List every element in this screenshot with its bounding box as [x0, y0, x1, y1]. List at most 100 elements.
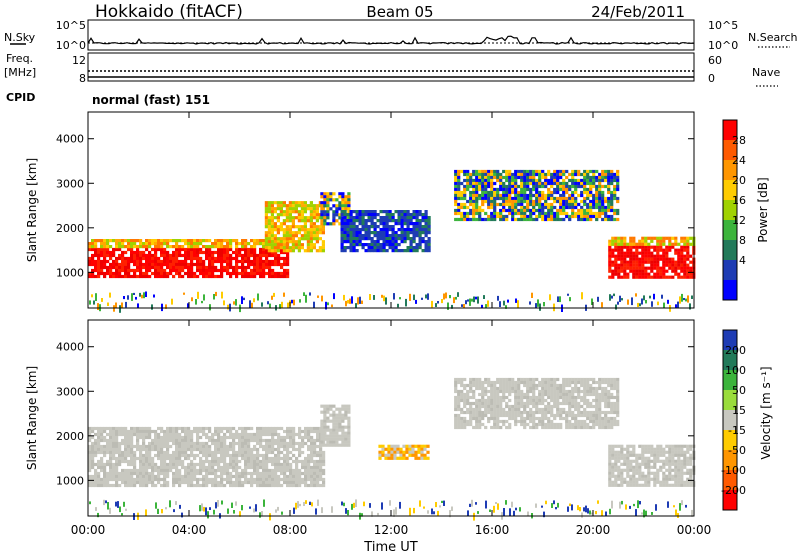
- heatmap-cell: [214, 453, 218, 458]
- heatmap-cell: [244, 247, 248, 252]
- heatmap-cell: [565, 377, 569, 382]
- heatmap-cell: [595, 184, 599, 189]
- heatmap-cell: [175, 242, 179, 246]
- heatmap-cell: [211, 250, 215, 255]
- heatmap-cell: [283, 256, 287, 261]
- heatmap-cell: [270, 234, 274, 238]
- heatmap-cell: [307, 435, 311, 440]
- heatmap-cell: [520, 380, 524, 385]
- heatmap-cell: [244, 453, 248, 458]
- heatmap-cell: [125, 301, 127, 308]
- heatmap-cell: [514, 392, 518, 397]
- heatmap-cell: [295, 483, 299, 488]
- heatmap-cell: [304, 456, 308, 461]
- heatmap-cell: [487, 389, 491, 394]
- heatmap-cell: [616, 413, 620, 418]
- heatmap-cell: [414, 450, 418, 454]
- heatmap-cell: [592, 389, 596, 394]
- heatmap-cell: [346, 237, 350, 241]
- heatmap-cell: [490, 184, 494, 189]
- heatmap-cell: [629, 242, 633, 246]
- heatmap-cell: [193, 441, 197, 446]
- heatmap-cell: [286, 465, 290, 470]
- heatmap-cell: [418, 243, 422, 247]
- heatmap-cell: [264, 231, 268, 235]
- heatmap-cell: [103, 239, 107, 243]
- heatmap-cell: [332, 210, 336, 214]
- heatmap-cell: [653, 248, 657, 252]
- heatmap-cell: [659, 239, 663, 243]
- heatmap-cell: [244, 441, 248, 446]
- heatmap-cell: [88, 477, 92, 482]
- heatmap-cell: [202, 259, 206, 264]
- heatmap-cell: [220, 247, 224, 252]
- heatmap-cell: [315, 240, 319, 244]
- heatmap-cell: [414, 456, 418, 460]
- heatmap-cell: [568, 410, 572, 415]
- heatmap-cell: [406, 219, 410, 223]
- heatmap-cell: [136, 438, 140, 443]
- heatmap-cell: [280, 441, 284, 446]
- heatmap-cell: [405, 444, 409, 448]
- heatmap-cell: [346, 219, 350, 223]
- heatmap-cell: [614, 242, 618, 246]
- heatmap-cell: [270, 240, 274, 244]
- heatmap-cell: [142, 453, 146, 458]
- heatmap-cell: [586, 178, 590, 183]
- heatmap-cell: [139, 242, 143, 246]
- heatmap-cell: [662, 239, 666, 243]
- heatmap-cell: [184, 480, 188, 485]
- heatmap-cell: [235, 456, 239, 461]
- heatmap-cell: [181, 441, 185, 446]
- heatmap-cell: [280, 265, 284, 270]
- heatmap-cell: [297, 231, 301, 235]
- heatmap-cell: [344, 431, 348, 435]
- heatmap-cell: [607, 419, 611, 424]
- heatmap-cell: [357, 297, 359, 305]
- heatmap-cell: [478, 205, 482, 210]
- heatmap-cell: [611, 456, 615, 460]
- heatmap-cell: [508, 380, 512, 385]
- heatmap-cell: [475, 377, 479, 382]
- heatmap-cell: [601, 386, 605, 391]
- heatmap-cell: [306, 216, 310, 220]
- heatmap-cell: [613, 395, 617, 400]
- heatmap-cell: [617, 239, 621, 243]
- heatmap-cell: [199, 265, 203, 270]
- heatmap-cell: [538, 205, 542, 210]
- heatmap-cell: [490, 190, 494, 195]
- heatmap-cell: [335, 413, 339, 417]
- heatmap-cell: [598, 178, 602, 183]
- heatmap-cell: [535, 377, 539, 382]
- heatmap-cell: [562, 181, 566, 186]
- heatmap-cell: [208, 250, 212, 255]
- heatmap-cell: [205, 456, 209, 461]
- heatmap-cell: [286, 274, 290, 279]
- heatmap-cell: [623, 269, 627, 273]
- heatmap-cell: [199, 256, 203, 261]
- heatmap-cell: [244, 253, 248, 258]
- heatmap-cell: [332, 437, 336, 441]
- heatmap-cell: [583, 208, 587, 213]
- heatmap-cell: [568, 196, 572, 201]
- heatmap-cell: [274, 256, 278, 261]
- heatmap-cell: [247, 432, 251, 437]
- heatmap-cell: [256, 259, 260, 264]
- heatmap-cell: [583, 187, 587, 192]
- heatmap-cell: [151, 438, 155, 443]
- heatmap-cell: [629, 257, 633, 261]
- heatmap-cell: [382, 237, 386, 241]
- heatmap-cell: [112, 271, 116, 276]
- heatmap-cell: [130, 259, 134, 264]
- heatmap-cell: [271, 447, 275, 452]
- heatmap-cell: [493, 383, 497, 388]
- heatmap-cell: [289, 426, 293, 431]
- heatmap-cell: [288, 225, 292, 229]
- heatmap-cell: [373, 216, 377, 220]
- heatmap-cell: [629, 269, 633, 273]
- heatmap-cell: [568, 214, 572, 219]
- heatmap-cell: [598, 416, 602, 421]
- heatmap-cell: [571, 196, 575, 201]
- heatmap-cell: [478, 377, 482, 382]
- heatmap-cell: [414, 453, 418, 457]
